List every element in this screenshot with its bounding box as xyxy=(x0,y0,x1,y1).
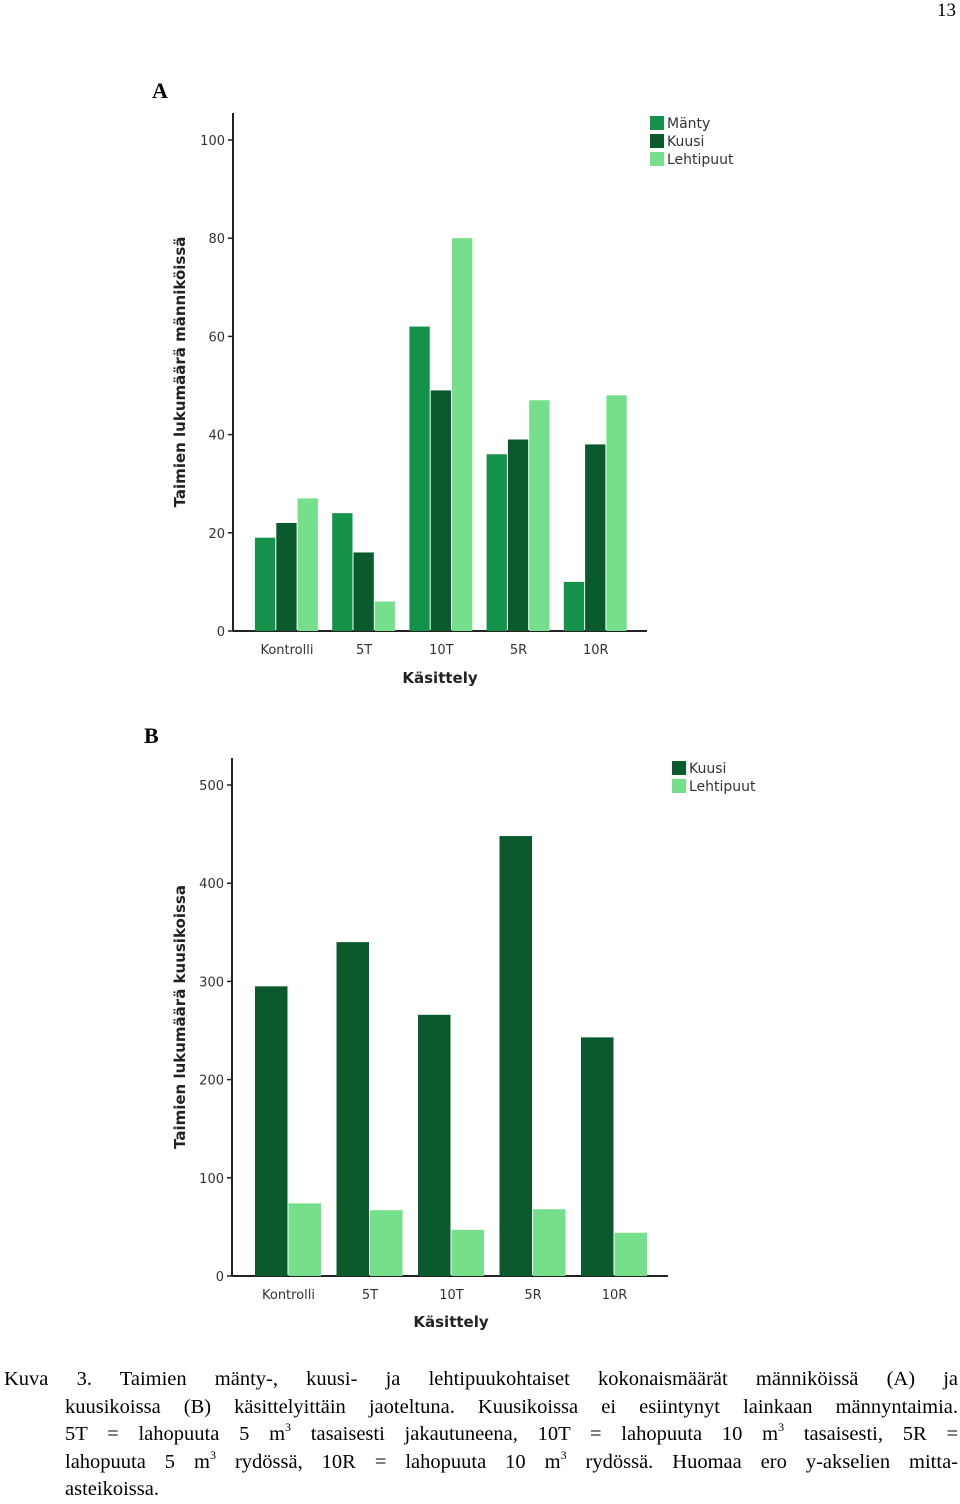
x-axis-title: Käsittely xyxy=(402,669,477,687)
x-tick-label: Kontrolli xyxy=(262,1288,315,1303)
legend-swatch xyxy=(650,152,664,166)
y-tick-label: 0 xyxy=(217,625,225,640)
bar-5r-1 xyxy=(507,439,529,631)
y-tick-label: 500 xyxy=(199,779,224,794)
bar-10t-1 xyxy=(430,390,451,631)
y-tick-label: 0 xyxy=(216,1270,224,1285)
bar-kontrolli-1 xyxy=(276,522,297,631)
bar-10t-1 xyxy=(451,1229,484,1276)
bar-5r-0 xyxy=(499,836,532,1276)
chart-a: 0 20 40 60 80 100 Kontrolli 5T 10T 5R 10R Käsittely… xyxy=(171,113,734,687)
bar-5r-1 xyxy=(533,1209,566,1276)
caption-line-4: lahopuuta 5 m3 rydössä, 10R = lahopuuta … xyxy=(4,1449,958,1477)
bar-5t-0 xyxy=(336,942,369,1276)
bar-10r-2 xyxy=(606,395,627,631)
bar-kontrolli-0 xyxy=(255,986,288,1276)
legend-label: Mänty xyxy=(667,116,710,132)
y-tick-label: 300 xyxy=(199,975,224,990)
caption-text: rydössä. Huomaa ero y-akselien mitta- xyxy=(566,1450,958,1473)
superscript: 3 xyxy=(285,1420,292,1434)
caption-line-2: kuusikoissa (B) käsittelyittäin jaoteltu… xyxy=(65,1395,958,1418)
bar-10t-0 xyxy=(409,326,430,631)
y-tick-label: 60 xyxy=(208,330,225,345)
chart-b: 0 100 200 300 400 500 Kontrolli 5T 10T 5R 10R Käsit… xyxy=(171,758,756,1331)
x-tick-label: 5T xyxy=(362,1288,378,1303)
y-tick-label: 200 xyxy=(199,1074,224,1089)
panel-label-a: A xyxy=(152,78,168,103)
bar-10t-2 xyxy=(452,238,473,631)
y-tick-label: 100 xyxy=(200,134,225,149)
superscript: 3 xyxy=(209,1447,216,1462)
y-axis-title: Taimien lukumäärä männiköissä xyxy=(171,237,189,508)
y-axis-title: Taimien lukumäärä kuusikoissa xyxy=(171,885,189,1149)
caption-text: lahopuuta 5 m xyxy=(65,1450,210,1473)
x-tick-label: 5T xyxy=(356,643,372,658)
x-tick-label: 10R xyxy=(583,643,609,658)
legend-swatch xyxy=(650,116,664,130)
legend-label: Lehtipuut xyxy=(689,779,756,795)
bar-10t-0 xyxy=(418,1014,451,1276)
bar-5t-1 xyxy=(353,552,374,631)
x-tick-label: 5R xyxy=(510,643,527,658)
bar-10r-0 xyxy=(563,581,585,631)
y-tick-label: 80 xyxy=(208,232,225,247)
superscript: 3 xyxy=(560,1447,567,1462)
x-tick-label: 10T xyxy=(439,1288,464,1303)
legend-label: Lehtipuut xyxy=(667,152,734,168)
legend-swatch xyxy=(672,761,686,775)
bar-kontrolli-0 xyxy=(255,537,276,631)
bar-kontrolli-1 xyxy=(288,1203,321,1276)
caption-line-1: Kuva 3. Taimien mänty-, kuusi- ja lehtip… xyxy=(4,1368,958,1390)
y-tick-label: 40 xyxy=(208,429,225,444)
x-tick-label: 5R xyxy=(524,1288,541,1303)
legend-swatch xyxy=(650,134,664,148)
caption-text: rydössä, 10R = lahopuuta 10 m xyxy=(215,1450,561,1473)
bar-5r-2 xyxy=(529,400,550,631)
caption-line-3: 5T = lahopuuta 5 m3 tasaisesti jakautune… xyxy=(4,1421,958,1449)
legend-swatch xyxy=(672,779,686,793)
bar-5t-2 xyxy=(374,601,396,631)
x-tick-label: 10R xyxy=(602,1288,628,1303)
caption-line-5: asteikoissa. xyxy=(65,1478,159,1500)
figure-caption: Kuva 3. Taimien mänty-, kuusi- ja lehtip… xyxy=(4,1366,958,1504)
legend-label: Kuusi xyxy=(667,134,704,150)
y-tick-label: 100 xyxy=(199,1172,224,1187)
caption-text: tasaisesti, 5R = xyxy=(784,1423,959,1445)
bar-5r-0 xyxy=(486,454,507,631)
x-axis-title: Käsittely xyxy=(413,1313,488,1331)
bar-5t-1 xyxy=(370,1210,403,1276)
bar-5t-0 xyxy=(332,513,353,631)
x-tick-label: Kontrolli xyxy=(260,643,313,658)
x-tick-label: 10T xyxy=(429,643,454,658)
page-number: 13 xyxy=(937,0,956,21)
superscript: 3 xyxy=(778,1420,785,1434)
bar-10r-0 xyxy=(581,1037,614,1276)
caption-text: tasaisesti jakautuneena, 10T = lahopuuta… xyxy=(291,1423,779,1445)
bar-kontrolli-2 xyxy=(297,498,318,631)
y-tick-label: 400 xyxy=(199,877,224,892)
y-tick-label: 20 xyxy=(208,527,225,542)
caption-text: 5T = lahopuuta 5 m xyxy=(65,1423,286,1445)
bar-10r-1 xyxy=(614,1232,647,1276)
legend-label: Kuusi xyxy=(689,761,726,777)
bar-10r-1 xyxy=(585,444,606,631)
panel-label-b: B xyxy=(144,723,159,748)
